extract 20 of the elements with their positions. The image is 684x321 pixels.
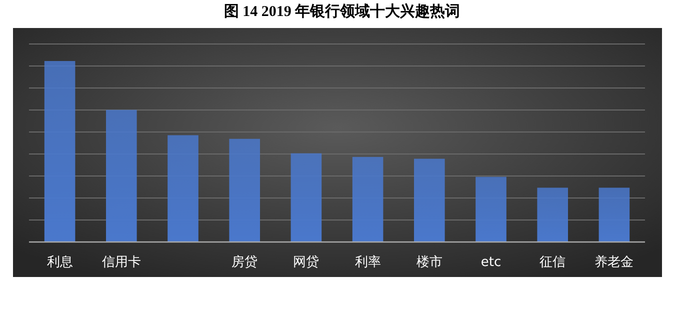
x-tick-label: 房贷 [232, 254, 258, 270]
x-tick-label: 利率 [354, 254, 381, 270]
bar [106, 110, 137, 242]
chart-title: 图 14 2019 年银行领域十大兴趣热词 [224, 3, 460, 20]
bar [168, 135, 198, 242]
x-tick-label: 利息 [46, 255, 73, 270]
x-tick-label: 养老金 [594, 254, 634, 270]
bar [537, 188, 568, 242]
x-tick-label: 楼市 [416, 255, 442, 270]
x-tick-label: 网贷 [293, 255, 320, 270]
bar [290, 153, 322, 242]
bar [44, 61, 76, 242]
x-tick-label: 信用卡 [102, 255, 141, 270]
x-tick-label: etc [480, 255, 502, 270]
x-tick-label: 征信 [540, 255, 566, 270]
bar [352, 156, 384, 242]
bar [229, 138, 260, 242]
bar [414, 158, 445, 242]
bar [476, 176, 506, 242]
bar [598, 188, 630, 242]
